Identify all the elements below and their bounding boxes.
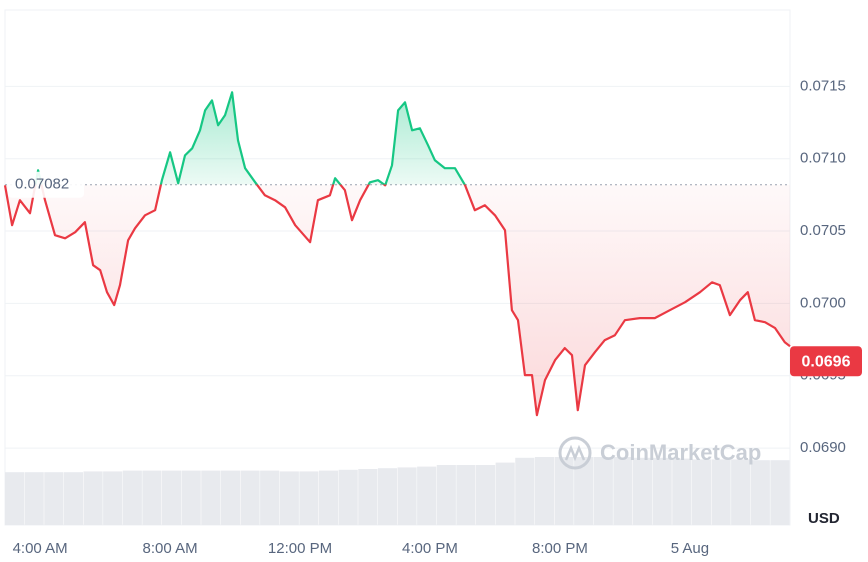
volume-bar xyxy=(574,457,594,525)
y-tick-label: 0.0705 xyxy=(800,222,846,239)
reference-label: 0.07082 xyxy=(15,176,69,193)
volume-bar xyxy=(436,465,456,525)
y-tick-label: 0.0690 xyxy=(800,439,846,456)
volume-bar xyxy=(750,460,770,525)
volume-bar xyxy=(633,457,653,525)
volume-bar xyxy=(652,457,672,525)
volume-bar xyxy=(220,470,240,525)
volume-bar xyxy=(122,470,142,525)
volume-bar xyxy=(476,465,496,525)
volume-bar xyxy=(319,470,339,525)
volume-bar xyxy=(613,457,633,525)
volume-bar xyxy=(554,457,574,525)
x-tick-label: 5 Aug xyxy=(671,540,709,557)
volume-bar xyxy=(456,465,476,525)
volume-bar xyxy=(299,471,319,525)
volume-bar xyxy=(240,470,260,525)
volume-bar xyxy=(515,457,535,525)
volume-bar xyxy=(691,459,711,525)
volume-bar xyxy=(142,470,162,525)
price-area xyxy=(5,92,790,416)
current-price-bg xyxy=(790,346,862,377)
x-tick-label: 8:00 PM xyxy=(532,540,588,557)
y-tick-label: 0.0715 xyxy=(800,77,846,94)
watermark: CoinMarketCap xyxy=(600,440,761,465)
volume-bar xyxy=(770,460,790,525)
x-tick-label: 8:00 AM xyxy=(143,540,198,557)
volume-bar xyxy=(181,470,201,525)
y-tick-label: 0.0700 xyxy=(800,294,846,311)
volume-bar xyxy=(201,470,221,525)
volume-bar xyxy=(162,470,182,525)
volume-bar xyxy=(338,469,358,525)
x-tick-label: 4:00 PM xyxy=(402,540,458,557)
volume-bar xyxy=(397,467,417,525)
volume-bar xyxy=(279,471,299,525)
price-line xyxy=(3,91,791,417)
volume-bar xyxy=(5,472,25,525)
volume-bar xyxy=(534,457,554,525)
volume-bar xyxy=(103,471,123,525)
volume-bar xyxy=(495,462,515,525)
reference-label-bg xyxy=(8,171,84,198)
watermark-logo xyxy=(564,444,586,462)
watermark-logo xyxy=(558,436,592,470)
volume-bar xyxy=(63,472,83,525)
volume-bar xyxy=(377,468,397,525)
x-tick-label: 12:00 PM xyxy=(268,540,332,557)
currency-label: USD xyxy=(808,510,840,527)
y-tick-label: 0.0710 xyxy=(800,150,846,167)
volume-bar xyxy=(593,457,613,525)
volume-bar xyxy=(44,472,64,525)
volume-bar xyxy=(417,466,437,525)
volume-bar xyxy=(731,459,751,525)
x-tick-label: 4:00 AM xyxy=(13,540,68,557)
volume-bar xyxy=(83,471,103,525)
volume-bar xyxy=(24,472,44,525)
volume-bar xyxy=(672,458,692,525)
volume-bar xyxy=(358,469,378,525)
volume-bar xyxy=(260,470,280,525)
volume-bar xyxy=(711,459,731,525)
current-price-label: 0.0696 xyxy=(802,353,851,370)
